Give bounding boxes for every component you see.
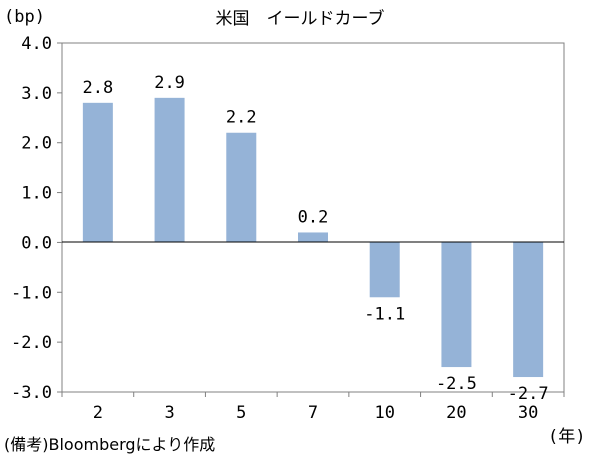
bar xyxy=(226,132,257,243)
data-label: -2.7 xyxy=(508,384,549,404)
data-label: 2.9 xyxy=(154,73,185,93)
y-tick-label: 0.0 xyxy=(21,233,52,253)
data-label: 2.2 xyxy=(226,108,257,128)
chart-title: 米国 イールドカーブ xyxy=(216,8,385,29)
x-tick-label: 7 xyxy=(308,403,318,423)
bar xyxy=(82,102,113,243)
bar xyxy=(513,242,544,378)
x-tick-label: 2 xyxy=(93,403,103,423)
data-label: 2.8 xyxy=(82,78,113,98)
x-axis-unit-label: (年) xyxy=(548,427,585,447)
data-labels: 2.8 2.9 2.2 0.2 -1.1 -2.5 -2.7 xyxy=(82,73,548,404)
y-tick-label: -2.0 xyxy=(11,333,52,353)
y-axis-unit-label: (bp) xyxy=(4,7,45,27)
y-tick-label: 4.0 xyxy=(21,34,52,54)
y-tick-label: 1.0 xyxy=(21,184,52,204)
x-tick-label: 5 xyxy=(236,403,246,423)
y-axis: 4.0 3.0 2.0 1.0 0.0 -1.0 -2.0 -3.0 xyxy=(11,34,62,403)
bar xyxy=(369,242,400,298)
bar xyxy=(298,232,328,243)
y-tick-label: 2.0 xyxy=(21,134,52,154)
bar-series xyxy=(82,97,544,378)
data-label: -1.1 xyxy=(364,304,405,324)
x-tick-label: 3 xyxy=(164,403,174,423)
y-tick-label: 3.0 xyxy=(21,84,52,104)
y-tick-label: -3.0 xyxy=(11,383,52,403)
x-tick-label: 30 xyxy=(518,403,538,423)
y-tick-label: -1.0 xyxy=(11,283,52,303)
source-note: (備考)Bloombergにより作成 xyxy=(4,435,215,454)
bar xyxy=(441,242,472,368)
data-label: -2.5 xyxy=(436,374,477,394)
x-tick-label: 10 xyxy=(374,403,394,423)
bar xyxy=(154,97,185,243)
x-tick-label: 20 xyxy=(446,403,466,423)
x-axis: 2 3 5 7 10 20 30 xyxy=(61,392,565,423)
data-label: 0.2 xyxy=(298,207,329,227)
plot-area-frame xyxy=(61,42,565,393)
